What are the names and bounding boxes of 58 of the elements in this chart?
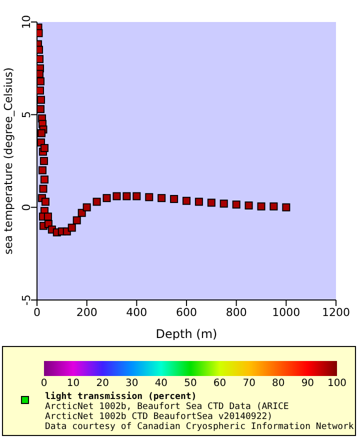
point [44, 212, 52, 221]
color-bar-label: 10 [66, 378, 80, 389]
color-bar-label: 40 [154, 378, 168, 389]
point [220, 200, 228, 208]
point [282, 203, 290, 212]
point [39, 184, 48, 193]
point [37, 96, 45, 104]
y-tick-label: 5 [20, 111, 33, 118]
point [72, 216, 81, 224]
point [40, 144, 48, 152]
point [122, 192, 131, 200]
color-bar-label: 90 [301, 378, 314, 389]
color-bar-title: light transmission (percent) [45, 392, 198, 402]
text: ArcticNet 1002b CTD BeaufortSea v20140922) [45, 412, 274, 422]
point [112, 192, 121, 200]
y-tick-label: 0 [20, 204, 33, 211]
point [37, 105, 44, 114]
point [194, 198, 203, 206]
point [40, 176, 48, 184]
point [244, 201, 253, 210]
text: Data courtesy of Canadian Cryospheric Information Network [45, 422, 354, 432]
color-bar-label: 20 [96, 378, 109, 389]
point [92, 198, 101, 206]
point [158, 194, 166, 202]
point [37, 86, 44, 95]
y-tick-label: -5 [20, 294, 33, 306]
y-axis-title: sea temperature (degree_Celsius) [2, 68, 15, 254]
color-bar-label: 80 [272, 378, 285, 389]
y-tick-label: 10 [20, 15, 33, 29]
text: ArcticNet 1002b, Beaufort Sea CTD Data (ARICE [45, 402, 290, 412]
color-bar-label: 100 [327, 378, 347, 389]
point [207, 198, 216, 207]
color-bar-label: 70 [242, 378, 256, 389]
point [37, 129, 46, 138]
point [182, 196, 190, 205]
color-bar-label: 0 [40, 378, 48, 389]
x-tick-label: 800 [226, 306, 247, 319]
point [145, 193, 154, 202]
color-bar-label: 30 [126, 378, 138, 389]
x-tick-label: 400 [126, 306, 148, 319]
point [37, 77, 44, 86]
point [38, 166, 46, 174]
point [68, 224, 76, 232]
x-tick-label: 1200 [322, 306, 350, 319]
color-bar-label: 60 [213, 378, 226, 389]
point [270, 202, 278, 210]
x-tick-label: 1000 [272, 306, 300, 319]
point [170, 194, 178, 203]
point [82, 203, 91, 212]
point [41, 198, 50, 206]
color-bar-label: 50 [184, 378, 197, 389]
point [232, 200, 240, 209]
point [40, 157, 48, 165]
point [257, 202, 266, 210]
point [102, 194, 111, 202]
point [132, 192, 141, 200]
x-tick-label: 600 [176, 306, 197, 319]
x-tick-label: 200 [76, 306, 98, 319]
